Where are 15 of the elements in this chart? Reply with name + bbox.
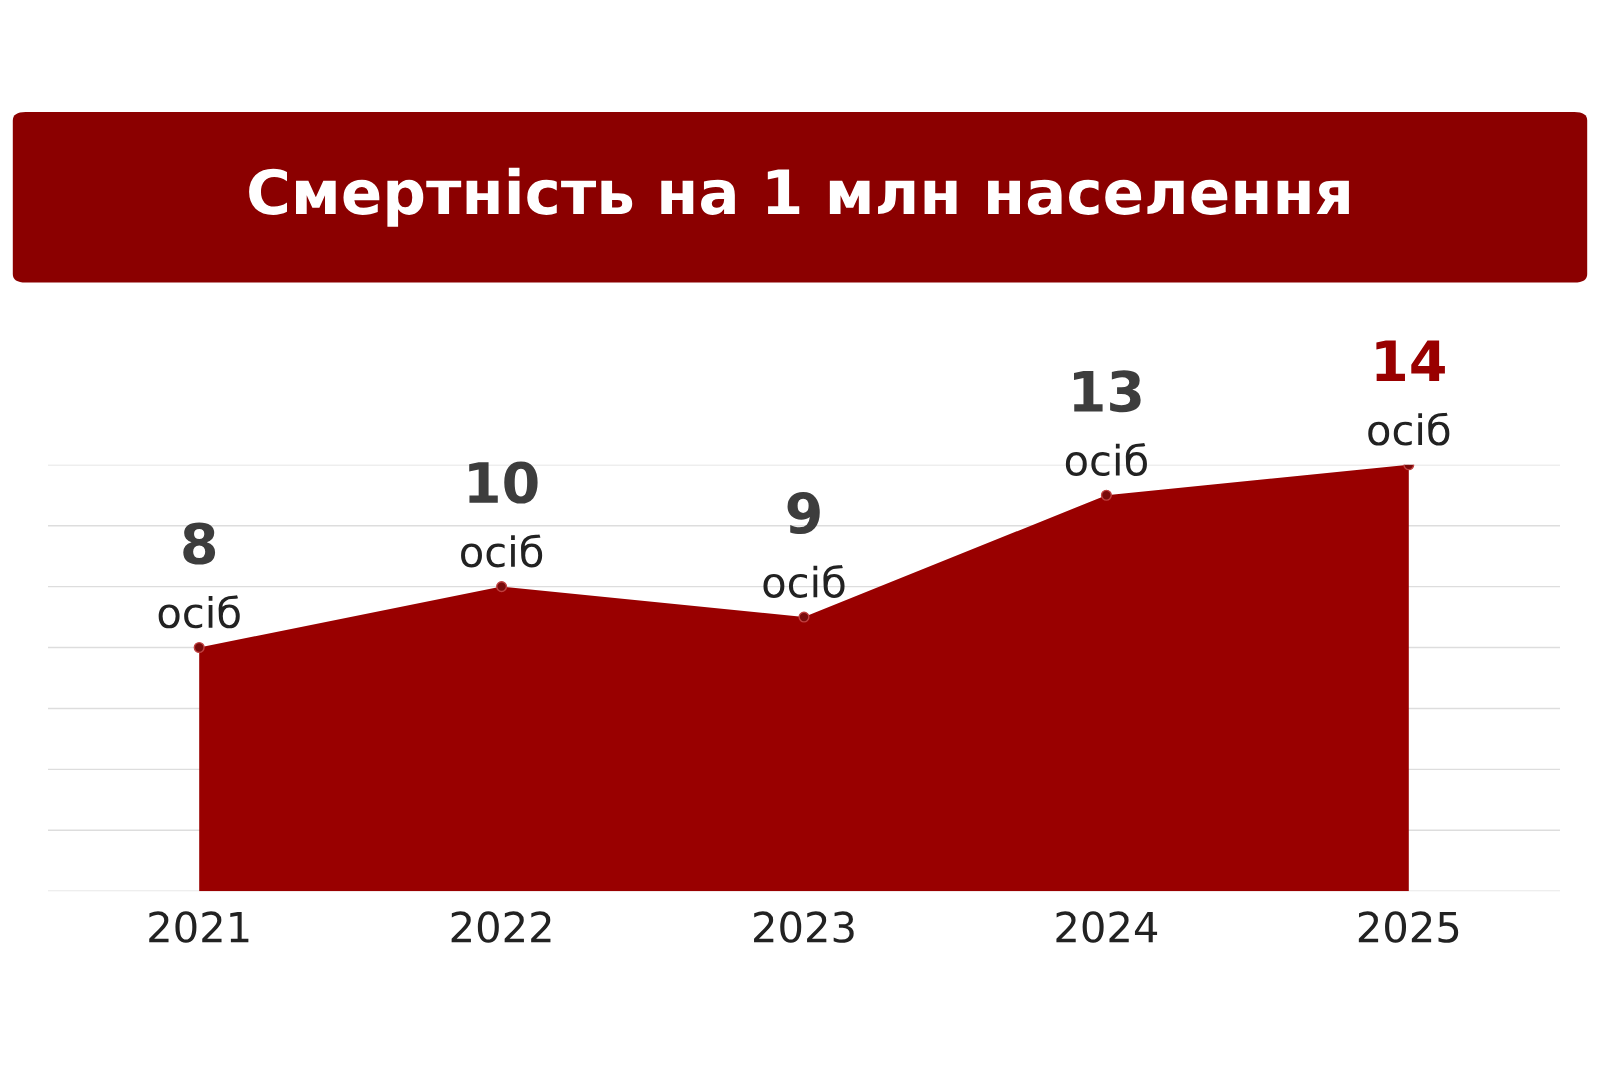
x-tick-label: 2022 — [451, 911, 551, 943]
data-label: 13 осіб — [1065, 370, 1147, 477]
point — [193, 641, 205, 654]
x-tick-label: 2024 — [1056, 911, 1158, 943]
data-label: 14 осіб — [1368, 340, 1450, 446]
point — [496, 581, 508, 593]
x-tick-label: 2025 — [1358, 911, 1459, 943]
x-tick-label: 2021 — [149, 911, 249, 943]
data-label: 9 осіб — [763, 492, 845, 598]
data-label: 10 осіб — [461, 461, 543, 568]
chart-title: Смертність на 1 млн населення — [249, 167, 1349, 227]
x-tick-label: 2023 — [754, 911, 854, 943]
point — [1100, 489, 1112, 501]
point — [798, 611, 810, 623]
data-label: 8 осіб — [158, 522, 240, 629]
